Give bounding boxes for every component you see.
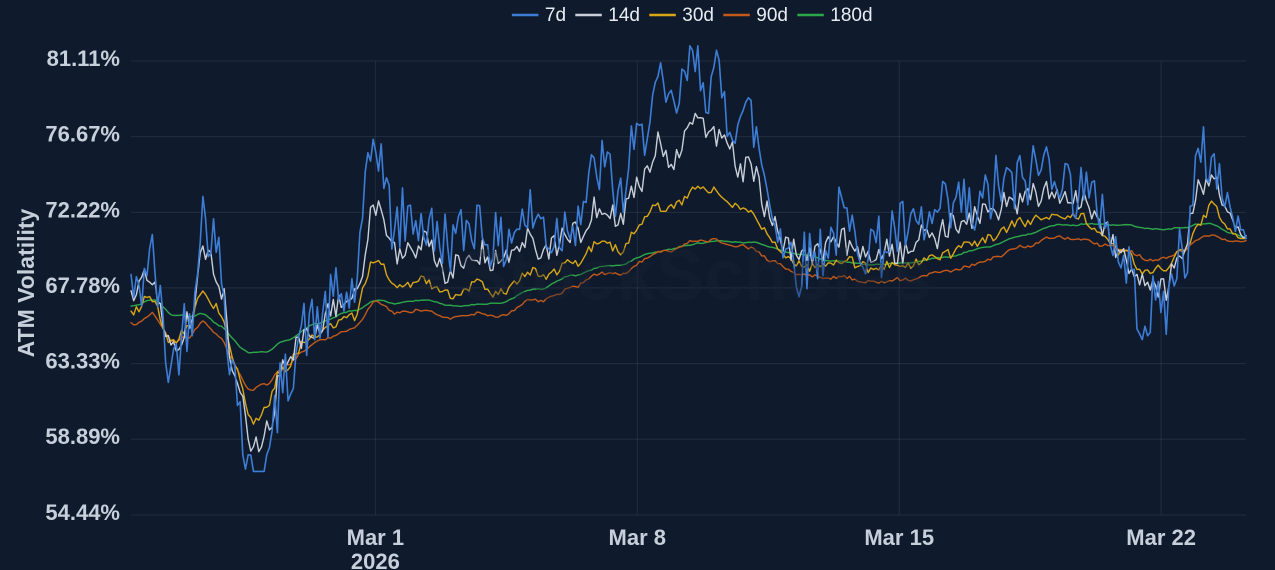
svg-text:58.89%: 58.89% xyxy=(45,424,120,449)
svg-text:67.78%: 67.78% xyxy=(45,273,120,298)
svg-text:StockScholes: StockScholes xyxy=(460,236,932,316)
svg-text:76.67%: 76.67% xyxy=(45,122,120,147)
svg-text:72.22%: 72.22% xyxy=(45,197,120,222)
svg-text:54.44%: 54.44% xyxy=(45,500,120,525)
svg-text:90d: 90d xyxy=(756,5,788,26)
svg-text:Mar 8: Mar 8 xyxy=(609,525,666,550)
svg-text:ATM Volatility: ATM Volatility xyxy=(13,208,39,357)
svg-text:30d: 30d xyxy=(682,5,714,26)
svg-text:14d: 14d xyxy=(608,5,640,26)
svg-text:180d: 180d xyxy=(830,5,872,26)
svg-text:81.11%: 81.11% xyxy=(47,46,120,71)
svg-text:7d: 7d xyxy=(545,5,566,26)
svg-text:Mar 22: Mar 22 xyxy=(1126,525,1196,550)
svg-text:63.33%: 63.33% xyxy=(45,349,120,374)
svg-text:Mar 1: Mar 1 xyxy=(347,525,404,550)
svg-text:2026: 2026 xyxy=(351,549,400,570)
svg-text:Mar 15: Mar 15 xyxy=(864,525,934,550)
